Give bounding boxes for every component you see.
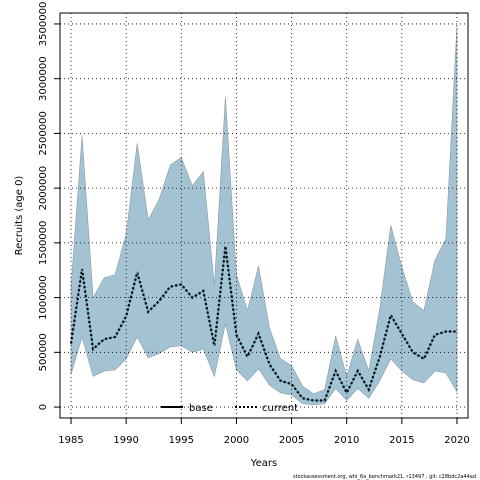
y-tick-label: 1000000 (38, 275, 49, 320)
y-axis-ticks: 0 500000 1000000 1500000 2000000 2500000 30000… (38, 2, 60, 410)
grid (60, 13, 468, 418)
y-tick-label: 2500000 (38, 111, 49, 156)
legend-current-label: current (262, 403, 298, 414)
x-axis-ticks: 1985 1990 1995 2000 2005 2010 2015 2020 (58, 418, 470, 446)
legend-base-label: base (189, 403, 213, 414)
series-line-base (69, 246, 457, 402)
x-axis-title: Years (250, 458, 277, 469)
x-tick-label: 2000 (224, 435, 249, 446)
y-tick-label: 500000 (38, 333, 49, 371)
y-axis-title: Recruits (age 0) (14, 176, 25, 256)
y-tick-label: 3500000 (38, 2, 49, 47)
x-tick-label: 2005 (279, 435, 304, 446)
series-line-current (70, 246, 457, 402)
x-tick-label: 2015 (389, 435, 414, 446)
y-tick-label: 2000000 (38, 166, 49, 211)
x-tick-label: 2020 (444, 435, 469, 446)
series-lines (69, 246, 457, 402)
plot-frame (59, 12, 469, 419)
x-tick-label: 1995 (169, 435, 194, 446)
y-tick-label: 3000000 (38, 56, 49, 101)
x-tick-label: 1985 (58, 435, 83, 446)
x-tick-label: 1990 (113, 435, 138, 446)
y-tick-label: 1500000 (38, 221, 49, 266)
y-tick-label: 0 (38, 404, 49, 410)
legend: base current (161, 403, 298, 414)
footer-note: stockassessment.org, whi_6a_benchmark21,… (293, 474, 476, 480)
x-tick-label: 2010 (334, 435, 359, 446)
